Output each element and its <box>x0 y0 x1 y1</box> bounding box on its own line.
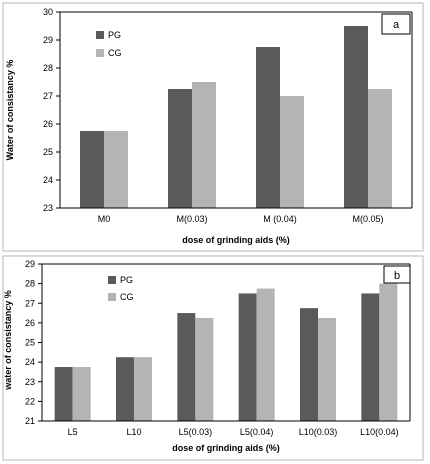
y-axis-title-a: Water of consistancy % <box>5 60 15 161</box>
panel-tag-b: b <box>394 270 400 282</box>
x-category-label: M (0.04) <box>263 214 297 224</box>
x-category-label: M(0.05) <box>352 214 383 224</box>
bar-cg <box>195 317 214 421</box>
bar-cg <box>256 288 275 421</box>
bar-pg <box>238 293 257 421</box>
legend-label-pg-a: PG <box>108 30 121 40</box>
bars-b <box>54 283 398 421</box>
panel-tag-box-a <box>381 13 411 35</box>
y-tick-label: 24 <box>43 175 53 185</box>
x-category-label: L10(0.04) <box>360 427 399 437</box>
x-category-label: L5(0.04) <box>240 427 274 437</box>
bar-pg <box>177 313 196 421</box>
x-axis-title-b: dose of grinding aids (%) <box>172 443 280 453</box>
y-tick-label: 30 <box>43 7 53 17</box>
x-category-label: M0 <box>98 214 111 224</box>
y-tick-label: 27 <box>43 91 53 101</box>
y-tick-label: 23 <box>25 377 35 387</box>
y-tick-label: 28 <box>43 63 53 73</box>
legend-label-cg-b: CG <box>120 292 134 302</box>
y-tick-label: 21 <box>25 416 35 426</box>
bar-cg <box>104 131 128 208</box>
bar-pg <box>256 47 280 208</box>
y-axis-title-b: water of consistancy % <box>3 290 13 391</box>
chart-frame-b <box>2 255 424 461</box>
bar-pg <box>300 308 318 421</box>
y-tick-label: 22 <box>25 396 35 406</box>
bar-pg <box>168 89 192 208</box>
y-tick-label: 28 <box>25 279 35 289</box>
legend-swatch-cg-b <box>108 293 116 301</box>
legend-b: PG CG <box>108 275 134 302</box>
y-tick-label: 26 <box>25 318 35 328</box>
chart-panel-a: 23 24 25 26 27 28 29 30 M0 M(0.03) M (0.04) M(0.05… <box>2 2 424 252</box>
bar-pg <box>116 357 134 421</box>
panel-tag-box-b <box>383 265 411 284</box>
bar-cg <box>72 367 91 421</box>
bar-pg <box>361 293 380 421</box>
chart-panel-b: 21 22 23 24 25 26 27 28 29 L5 L10 L5(0.03) L5(0.04)… <box>2 255 424 461</box>
x-categories-b: L5 L10 L5(0.03) L5(0.04) L10(0.03) L10(0.04) <box>68 427 399 437</box>
y-tick-label: 24 <box>25 357 35 367</box>
x-category-label: L5(0.03) <box>179 427 213 437</box>
bar-cg <box>134 357 152 421</box>
y-tick-label: 23 <box>43 203 53 213</box>
legend-a: PG CG <box>96 30 122 58</box>
y-ticks-a: 23 24 25 26 27 28 29 30 <box>43 7 60 213</box>
y-tick-label: 25 <box>25 338 35 348</box>
legend-swatch-pg-a <box>96 31 104 39</box>
bars-a <box>80 26 392 208</box>
y-tick-label: 29 <box>25 259 35 269</box>
panel-tag-a: a <box>393 19 400 31</box>
legend-label-pg-b: PG <box>120 275 133 285</box>
legend-label-cg-a: CG <box>108 48 122 58</box>
y-tick-label: 26 <box>43 119 53 129</box>
y-tick-label: 29 <box>43 35 53 45</box>
bar-pg <box>344 26 368 208</box>
x-category-label: L5 <box>68 427 78 437</box>
x-category-label: L10(0.03) <box>299 427 338 437</box>
chart-frame-a <box>2 2 424 252</box>
x-categories-a: M0 M(0.03) M (0.04) M(0.05) <box>98 214 384 224</box>
y-tick-label: 27 <box>25 298 35 308</box>
x-category-label: L10 <box>126 427 141 437</box>
x-category-label: M(0.03) <box>176 214 207 224</box>
bar-cg <box>192 82 216 208</box>
y-tick-label: 25 <box>43 147 53 157</box>
bar-pg <box>80 131 104 208</box>
x-axis-title-a: dose of grinding aids (%) <box>182 235 290 245</box>
legend-swatch-cg-a <box>96 49 104 57</box>
bar-cg <box>280 96 304 208</box>
bar-cg <box>318 317 336 421</box>
bar-cg <box>368 89 392 208</box>
bar-cg <box>379 283 398 421</box>
legend-swatch-pg-b <box>108 276 116 284</box>
y-ticks-b: 21 22 23 24 25 26 27 28 29 <box>25 259 42 426</box>
bar-pg <box>54 367 73 421</box>
